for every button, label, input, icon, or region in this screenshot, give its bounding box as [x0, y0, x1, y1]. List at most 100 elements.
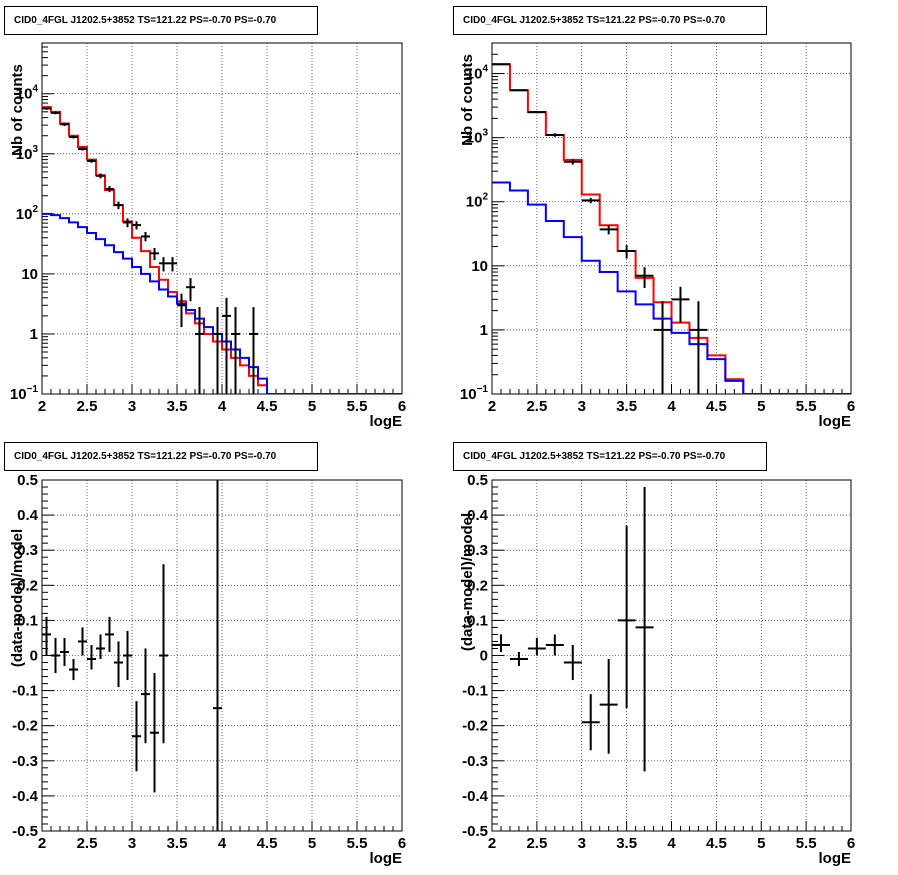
x-tick-label: 5.5 — [796, 398, 817, 415]
data-point — [60, 637, 69, 667]
x-tick-label: 6 — [398, 835, 406, 852]
y-tick-label: 0.4 — [17, 507, 39, 524]
x-tick-label: 5.5 — [347, 835, 368, 852]
data-point — [563, 644, 582, 681]
y-tick-label: 0.2 — [17, 577, 38, 594]
data-point — [69, 135, 78, 139]
chart-panel-2: CID0_4FGL J1202.5+3852 TS=121.22 PS=-0.7… — [453, 6, 855, 430]
data-point — [599, 225, 618, 235]
x-tick-label: 5.5 — [796, 835, 817, 852]
data-point — [617, 245, 636, 259]
x-tick-label: 2.5 — [526, 398, 547, 415]
y-tick-exponent: 4 — [482, 64, 488, 75]
data-point — [186, 278, 195, 302]
x-tick-label: 2 — [488, 835, 496, 852]
x-tick-label: 3.5 — [167, 835, 188, 852]
y-tick-label: 0.5 — [17, 472, 38, 489]
y-tick-label: 102 — [16, 204, 39, 223]
x-tick-label: 4 — [667, 835, 676, 852]
y-axis-label: Nb of counts — [459, 54, 476, 146]
title-box — [453, 6, 767, 35]
data-point — [132, 701, 141, 772]
data-point — [213, 480, 222, 831]
y-tick-label: 0.2 — [467, 577, 488, 594]
y-tick-label: -0.2 — [462, 718, 488, 735]
data-point — [545, 634, 564, 656]
data-point — [87, 644, 96, 670]
data-point — [581, 197, 600, 204]
x-tick-label: 6 — [847, 398, 855, 415]
chart-title: CID0_4FGL J1202.5+3852 TS=121.22 PS=-0.7… — [463, 15, 726, 26]
plot-area — [42, 480, 222, 831]
chart-panel-1: CID0_4FGL J1202.5+3852 TS=121.22 PS=-0.7… — [4, 6, 406, 430]
data-point — [563, 159, 582, 165]
data-point — [105, 186, 114, 193]
y-tick-label: -0.4 — [462, 788, 489, 805]
y-tick-label: 0.3 — [17, 542, 38, 559]
x-tick-label: 4 — [218, 835, 227, 852]
x-tick-label: 2 — [38, 398, 46, 415]
x-axis-label: logE — [370, 413, 403, 430]
x-axis-label: logE — [819, 850, 852, 867]
data-point — [123, 218, 132, 228]
x-tick-label: 3 — [578, 398, 586, 415]
x-tick-label: 4.5 — [257, 835, 278, 852]
x-tick-label: 3.5 — [167, 398, 188, 415]
data-point — [78, 147, 87, 151]
source-model-histogram — [42, 212, 402, 394]
data-point — [132, 221, 141, 230]
data-point — [195, 307, 204, 394]
y-tick-exponent: 3 — [482, 128, 488, 139]
x-tick-label: 4.5 — [706, 398, 727, 415]
data-point — [222, 297, 231, 394]
data-point — [492, 63, 510, 66]
y-tick-exponent: −1 — [27, 384, 39, 395]
y-tick-label: -0.1 — [12, 683, 38, 700]
data-point — [150, 247, 159, 261]
y-axis-label: Nb of counts — [9, 64, 26, 156]
y-tick-label: 10−1 — [10, 384, 39, 403]
plot-frame — [491, 479, 852, 832]
y-axis-label: (data-model)/model — [9, 529, 26, 667]
data-point — [635, 487, 654, 772]
x-tick-label: 4 — [667, 398, 676, 415]
y-tick-label: 0.5 — [467, 472, 488, 489]
x-tick-label: 3 — [128, 835, 136, 852]
data-point — [69, 659, 78, 681]
y-tick-label: 10 — [21, 266, 38, 283]
x-tick-label: 3.5 — [616, 835, 637, 852]
y-tick-label: 0 — [480, 648, 488, 665]
title-box — [4, 442, 318, 471]
data-point — [635, 267, 654, 289]
x-tick-label: 4 — [218, 398, 227, 415]
data-point — [249, 307, 258, 394]
y-tick-label: 102 — [466, 192, 489, 211]
data-point — [545, 133, 564, 137]
data-point — [581, 694, 600, 751]
y-tick-label: -0.5 — [12, 823, 38, 840]
data-point — [78, 627, 87, 656]
data-point — [150, 673, 159, 793]
x-tick-label: 5 — [308, 398, 316, 415]
data-point — [105, 616, 114, 652]
data-point — [42, 616, 51, 656]
x-tick-label: 5 — [757, 835, 765, 852]
data-point — [141, 231, 150, 242]
data-point — [599, 659, 618, 754]
chart-panel-3: CID0_4FGL J1202.5+3852 TS=121.22 PS=-0.7… — [4, 442, 406, 867]
x-tick-label: 4.5 — [257, 398, 278, 415]
y-tick-label: 10 — [471, 258, 488, 275]
data-point — [231, 307, 240, 394]
data-point — [159, 257, 168, 272]
plot-area — [492, 487, 654, 772]
data-point — [60, 122, 69, 127]
y-axis-label: (data-model)/model — [459, 513, 476, 651]
x-tick-label: 3 — [128, 398, 136, 415]
y-tick-label: -0.1 — [462, 683, 488, 700]
data-point — [177, 293, 186, 328]
x-axis-label: logE — [370, 850, 403, 867]
data-point — [213, 307, 222, 394]
y-tick-label: 1 — [480, 322, 488, 339]
x-tick-label: 6 — [847, 835, 855, 852]
